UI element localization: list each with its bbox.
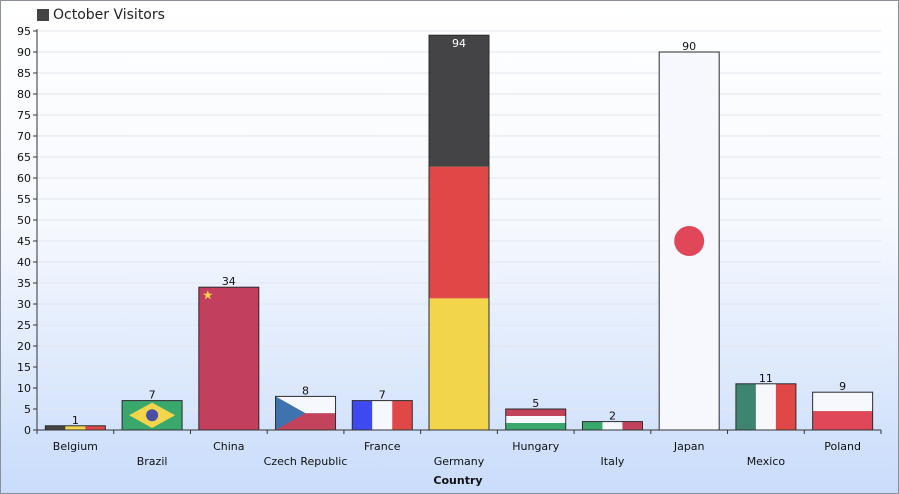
y-tick-label: 95 [17,25,31,38]
data-label: 2 [609,410,616,423]
y-tick-label: 45 [17,235,31,248]
bar-stripe [198,287,259,430]
x-tick-label: China [213,440,244,453]
x-tick-label: Czech Republic [264,455,348,468]
bar-stripe [429,166,489,299]
bar-italy: 2 [581,410,643,431]
data-label: 1 [72,414,79,427]
flag-triangle [275,396,306,430]
y-tick-label: 30 [17,298,31,311]
bar-stripe [45,425,66,430]
legend: October Visitors [37,7,165,23]
bar-brazil: 7 [121,389,183,431]
y-tick-label: 5 [24,403,31,416]
y-tick-label: 75 [17,109,31,122]
y-tick-label: 40 [17,256,31,269]
data-label: 7 [149,389,156,402]
data-label: 9 [839,380,846,393]
x-tick-label: Japan [673,440,705,453]
bar-stripe [735,383,756,430]
bar-stripe [602,421,623,430]
bar-stripe [352,400,373,430]
y-tick-label: 50 [17,214,31,227]
x-tick-label: Italy [601,455,625,468]
data-label: 8 [302,384,309,397]
y-tick-label: 90 [17,46,31,59]
y-tick-label: 60 [17,172,31,185]
bar-mexico: 11 [735,372,797,431]
bar-stripe [505,416,566,423]
axis-layer: 05101520253035404550556065707580859095Be… [17,25,882,468]
y-tick-label: 10 [17,382,31,395]
flag-globe [146,409,159,422]
bar-stripe [429,35,489,167]
bar-stripe [812,411,873,430]
bar-belgium: 1 [44,414,106,431]
bar-stripe [622,421,643,430]
legend-swatch-icon [37,9,49,21]
data-label: 94 [452,37,466,50]
y-tick-label: 25 [17,319,31,332]
y-tick-label: 0 [24,424,31,437]
data-label: 5 [532,397,539,410]
bar-stripe [429,298,489,430]
bar-poland: 9 [812,380,874,431]
bar-stripe [755,383,776,430]
x-tick-label: France [364,440,401,453]
legend-label: October Visitors [53,7,165,23]
y-tick-label: 15 [17,361,31,374]
bar-japan: 90 [658,40,720,431]
flag-star [203,290,213,300]
bars-layer: 1 7 34 8 7 94 5 2 90 11 9 [44,34,874,431]
bar-stripe [392,400,413,430]
y-tick-label: 65 [17,151,31,164]
bar-france: 7 [351,389,413,431]
bar-stripe [85,425,106,430]
y-tick-label: 20 [17,340,31,353]
y-tick-label: 55 [17,193,31,206]
data-label: 34 [222,275,236,288]
bar-stripe [505,409,566,416]
data-label: 7 [379,389,386,402]
bar-hungary: 5 [505,397,567,431]
bar-stripe [812,392,873,412]
y-tick-label: 85 [17,67,31,80]
y-tick-label: 80 [17,88,31,101]
bar-stripe [582,421,603,430]
bar-stripe [505,423,566,430]
x-tick-label: Hungary [512,440,559,453]
y-tick-label: 35 [17,277,31,290]
flag-sun [674,226,705,256]
x-tick-label: Mexico [747,455,786,468]
y-tick-label: 70 [17,130,31,143]
bar-china: 34 [198,275,260,431]
data-label: 90 [682,40,696,53]
x-tick-label: Brazil [137,455,168,468]
x-axis-title: Country [433,474,482,487]
x-tick-label: Poland [824,440,861,453]
x-tick-label: Germany [434,455,485,468]
x-tick-label: Belgium [53,440,98,453]
bar-germany: 94 [428,34,490,431]
bar-czech-republic: 8 [275,384,337,431]
bar-stripe [775,383,796,430]
data-label: 11 [759,372,773,385]
bar-stripe [65,425,86,430]
bar-stripe [372,400,393,430]
